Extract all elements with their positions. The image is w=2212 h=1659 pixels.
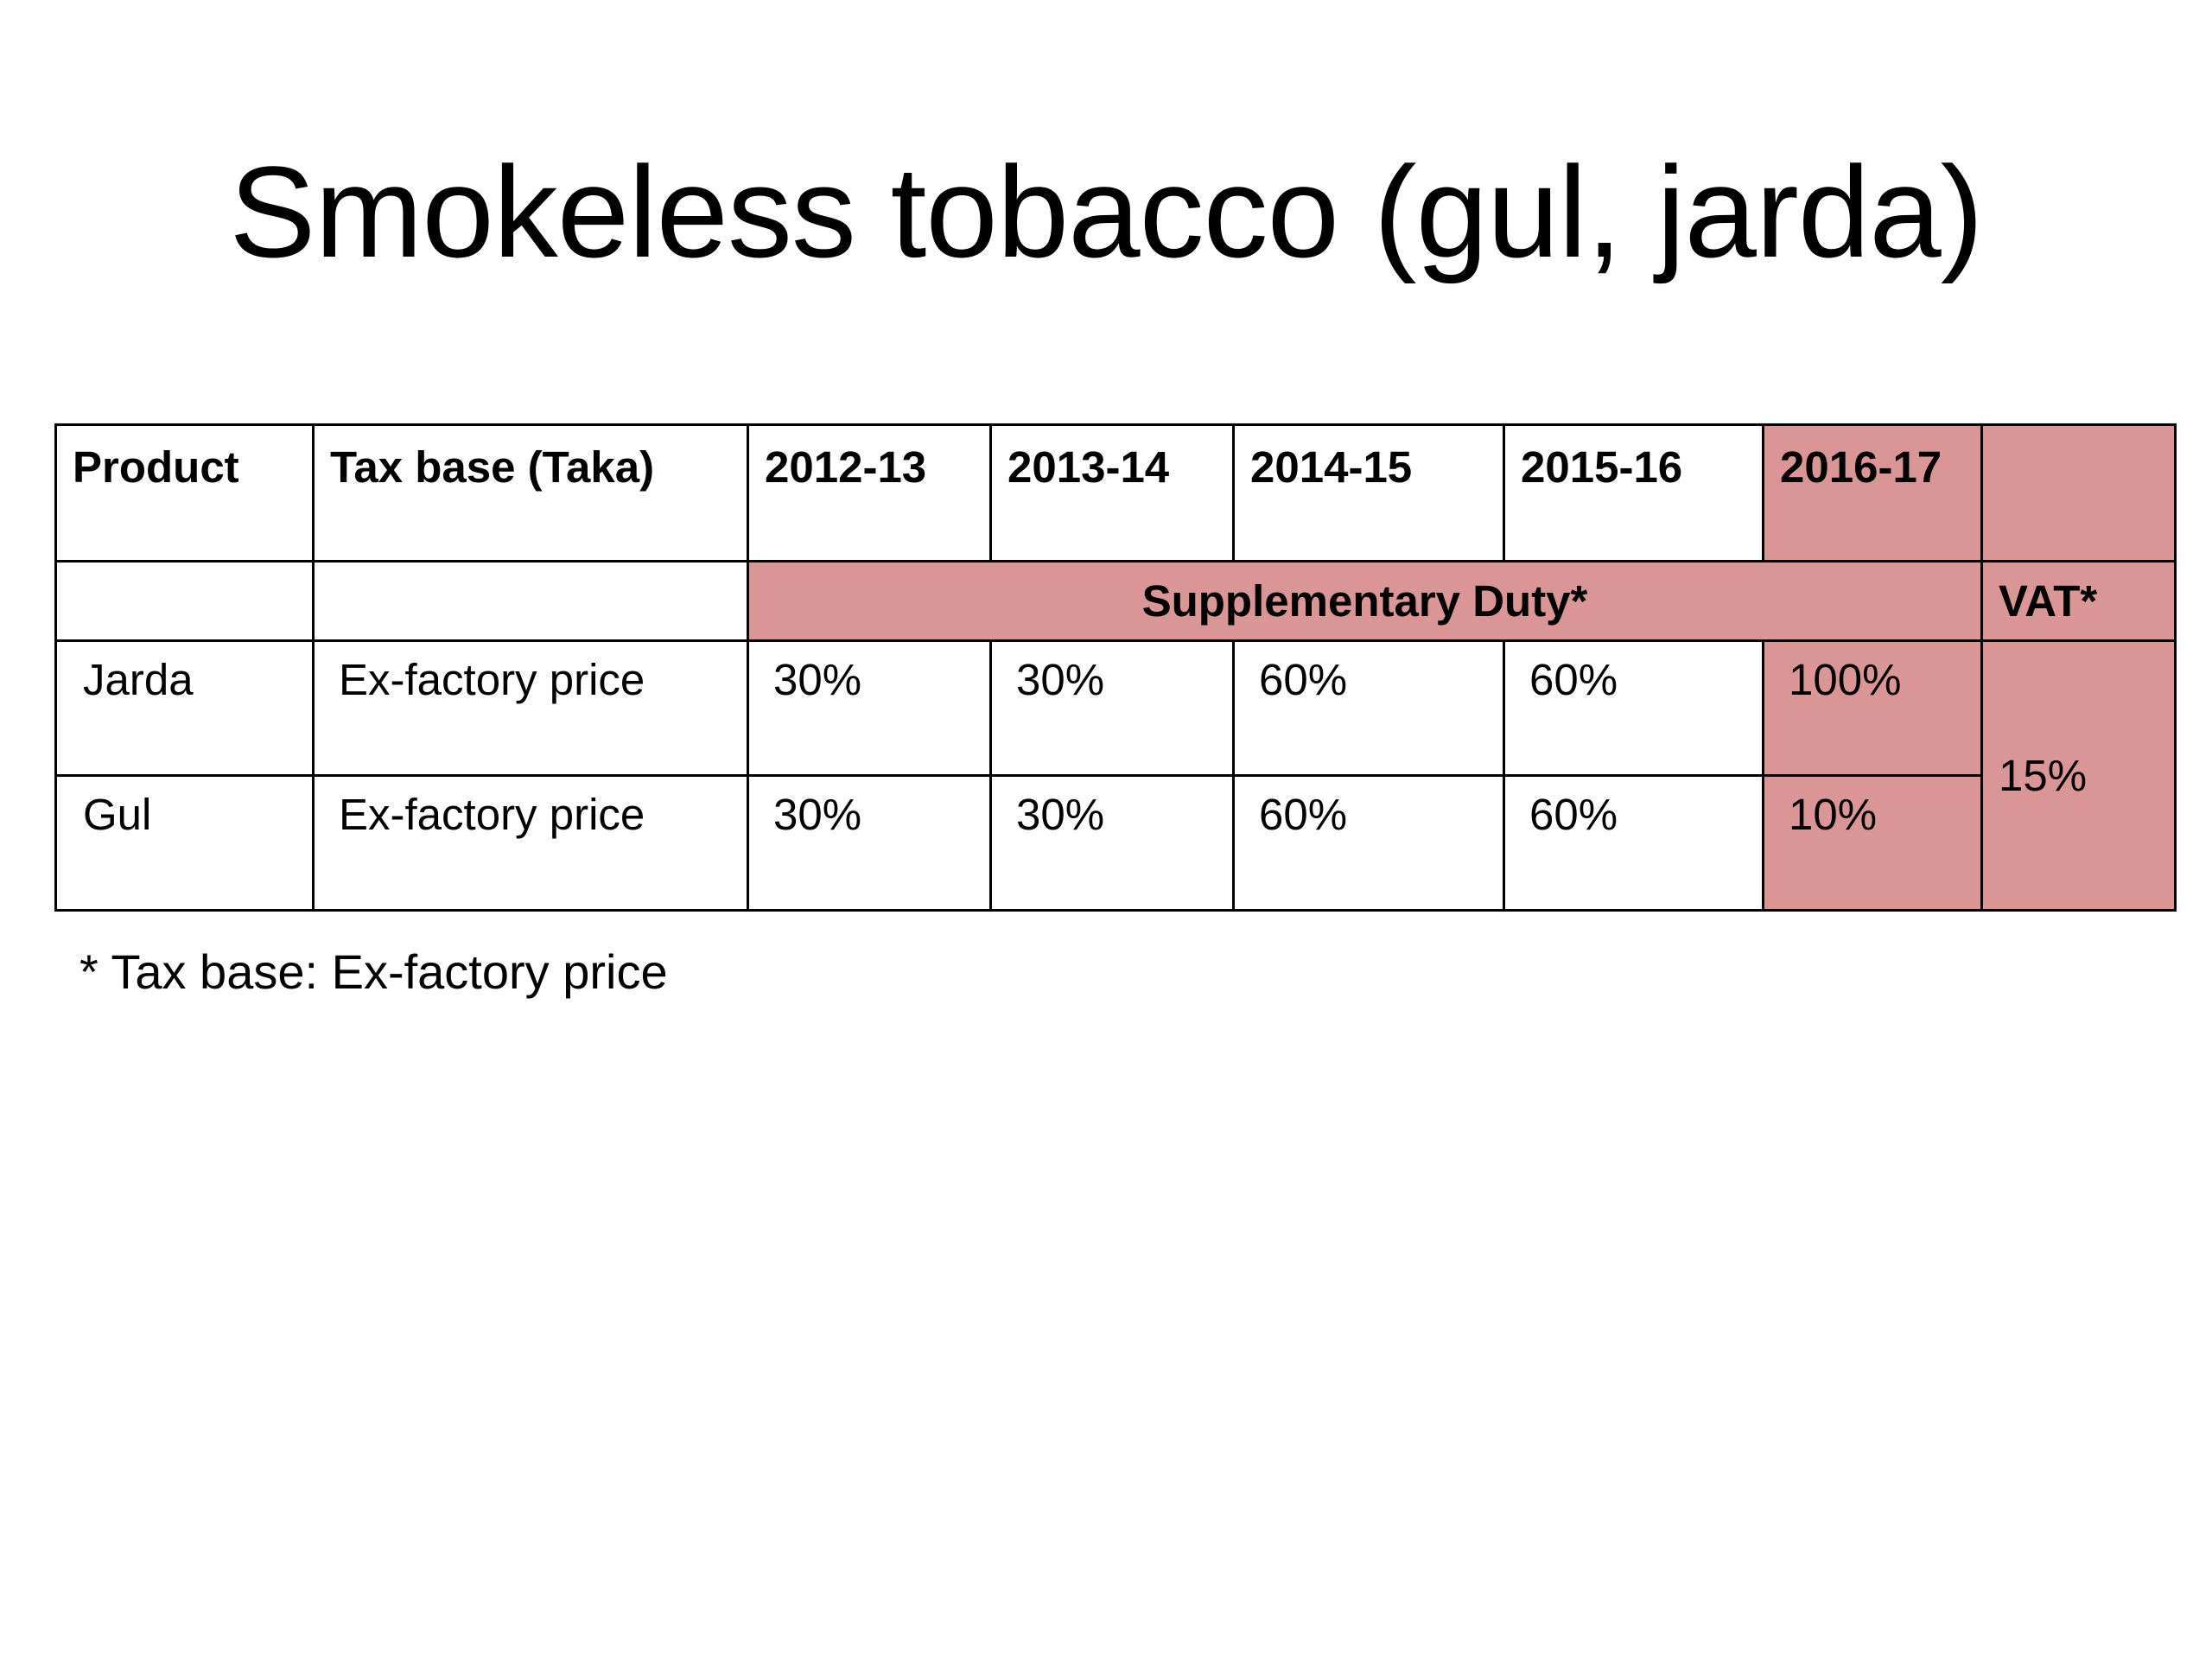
rate-cell-highlighted: 10% [1762,774,1983,912]
rate-cell-highlighted: 100% [1762,639,1983,777]
rate-cell: 60% [1232,774,1505,912]
header-empty-vat-column [1980,423,2177,563]
header-year-2016-17: 2016-17 [1762,423,1983,563]
rate-cell: 30% [989,639,1235,777]
header-product: Product [54,423,315,563]
row-product-jarda: Jarda [54,639,315,777]
rate-cell: 30% [747,639,992,777]
footnote: * Tax base: Ex-factory price [79,944,668,999]
row-tax-base: Ex-factory price [312,639,749,777]
subheader-empty-tax-base [312,560,749,642]
slide-title: Smokeless tobacco (gul, jarda) [229,139,1983,284]
table-row: Gul Ex-factory price 30% 30% 60% 60% 10% [54,774,2176,912]
header-year-2015-16: 2015-16 [1503,423,1764,563]
table-row: Jarda Ex-factory price 30% 30% 60% 60% 1… [54,639,2177,912]
table-subheader-row: Supplementary Duty* VAT* [54,560,2177,642]
header-year-2012-13: 2012-13 [747,423,992,563]
rate-cell: 60% [1503,774,1764,912]
header-year-2013-14: 2013-14 [989,423,1235,563]
subheader-empty-product [54,560,315,642]
vat-value: 15% [1980,639,2177,912]
rate-cell: 30% [989,774,1235,912]
table-header-row: Product Tax base (Taka) 2012-13 2013-14 … [54,423,2177,563]
row-product-gul: Gul [54,774,315,912]
rate-cell: 30% [747,774,992,912]
rate-cell: 60% [1232,639,1505,777]
header-year-2014-15: 2014-15 [1232,423,1505,563]
row-tax-base: Ex-factory price [312,774,749,912]
rate-cell: 60% [1503,639,1764,777]
header-tax-base: Tax base (Taka) [312,423,749,563]
vat-label: VAT* [1980,560,2177,642]
tax-rate-table: Product Tax base (Taka) 2012-13 2013-14 … [54,423,2177,912]
supplementary-duty-label: Supplementary Duty* [747,560,1983,642]
